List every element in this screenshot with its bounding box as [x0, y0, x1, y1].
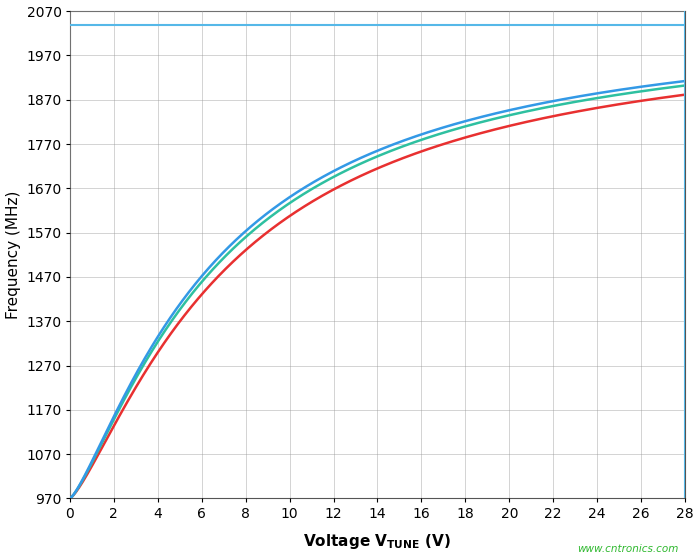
Text: www.cntronics.com: www.cntronics.com	[577, 544, 678, 554]
Y-axis label: Frequency (MHz): Frequency (MHz)	[6, 190, 21, 319]
X-axis label: Voltage V$_{\mathregular{TUNE}}$ (V): Voltage V$_{\mathregular{TUNE}}$ (V)	[303, 532, 452, 551]
